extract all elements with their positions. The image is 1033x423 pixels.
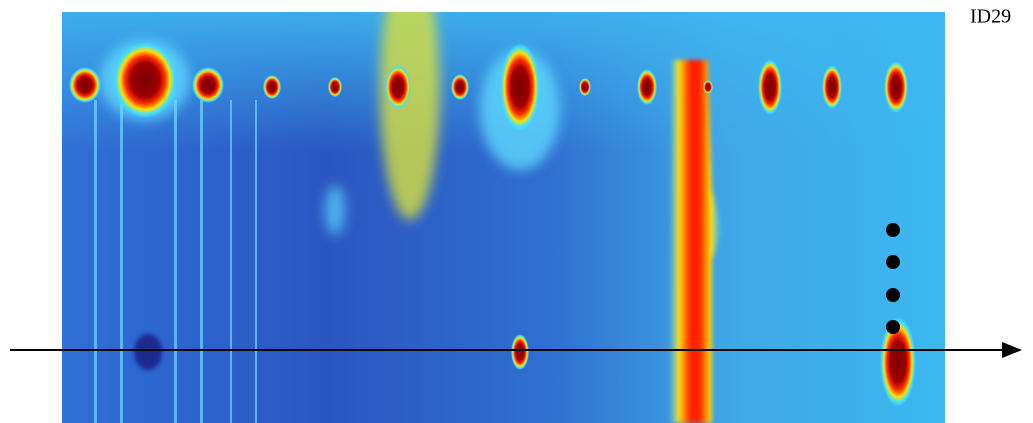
spots [69,42,916,407]
id-label: ID29 [970,6,1011,28]
heatmap [62,12,945,423]
red-band [668,60,722,423]
arrow [10,342,1022,358]
dots [886,223,900,334]
vertical-streaks [94,100,257,423]
